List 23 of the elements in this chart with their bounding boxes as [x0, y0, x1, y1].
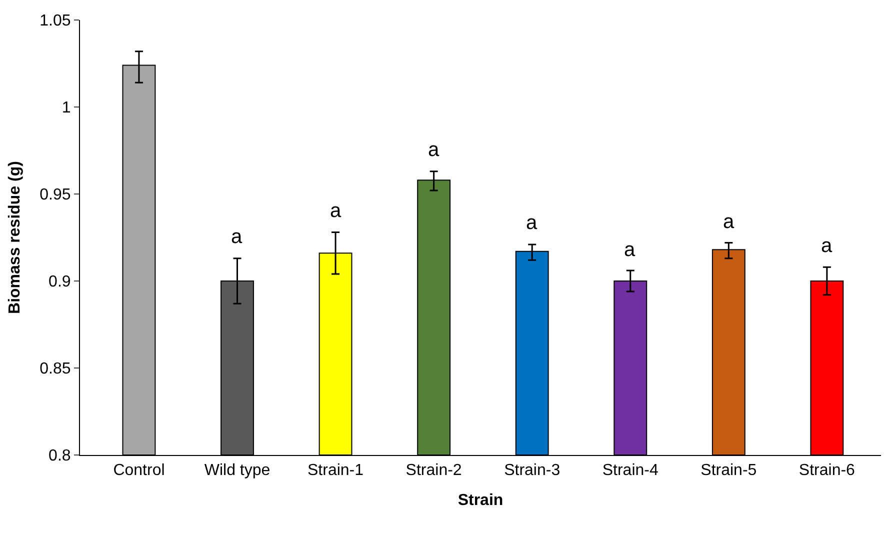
annotation: a — [428, 139, 440, 161]
y-tick-label: 0.9 — [48, 274, 71, 291]
y-tick-label: 0.95 — [40, 186, 71, 204]
y-tick-label: 0.85 — [40, 360, 71, 378]
x-tick-label: Strain-1 — [308, 462, 364, 480]
x-tick-label: Strain-2 — [406, 462, 462, 480]
x-tick-label: Strain-4 — [602, 462, 658, 480]
y-tick-label: 0.8 — [48, 448, 71, 465]
annotation: a — [330, 200, 342, 222]
x-tick-label: Strain-3 — [504, 462, 560, 480]
x-tick-label: Strain-6 — [798, 462, 856, 480]
annotation: a — [526, 212, 538, 234]
y-tick-label: 1 — [62, 100, 71, 117]
y-tick-label: 1.05 — [40, 12, 71, 30]
x-tick-label: Control — [113, 462, 165, 480]
x-tick-label: Wild type — [204, 462, 270, 480]
x-axis-title: Strain — [458, 492, 504, 509]
x-tick-label: Strain-5 — [700, 462, 757, 480]
annotation: a — [821, 235, 833, 257]
y-axis-title: Biomass residue (g) — [6, 161, 24, 314]
annotation: a — [723, 211, 735, 233]
annotation: a — [231, 226, 243, 248]
annotation: a — [624, 239, 636, 261]
